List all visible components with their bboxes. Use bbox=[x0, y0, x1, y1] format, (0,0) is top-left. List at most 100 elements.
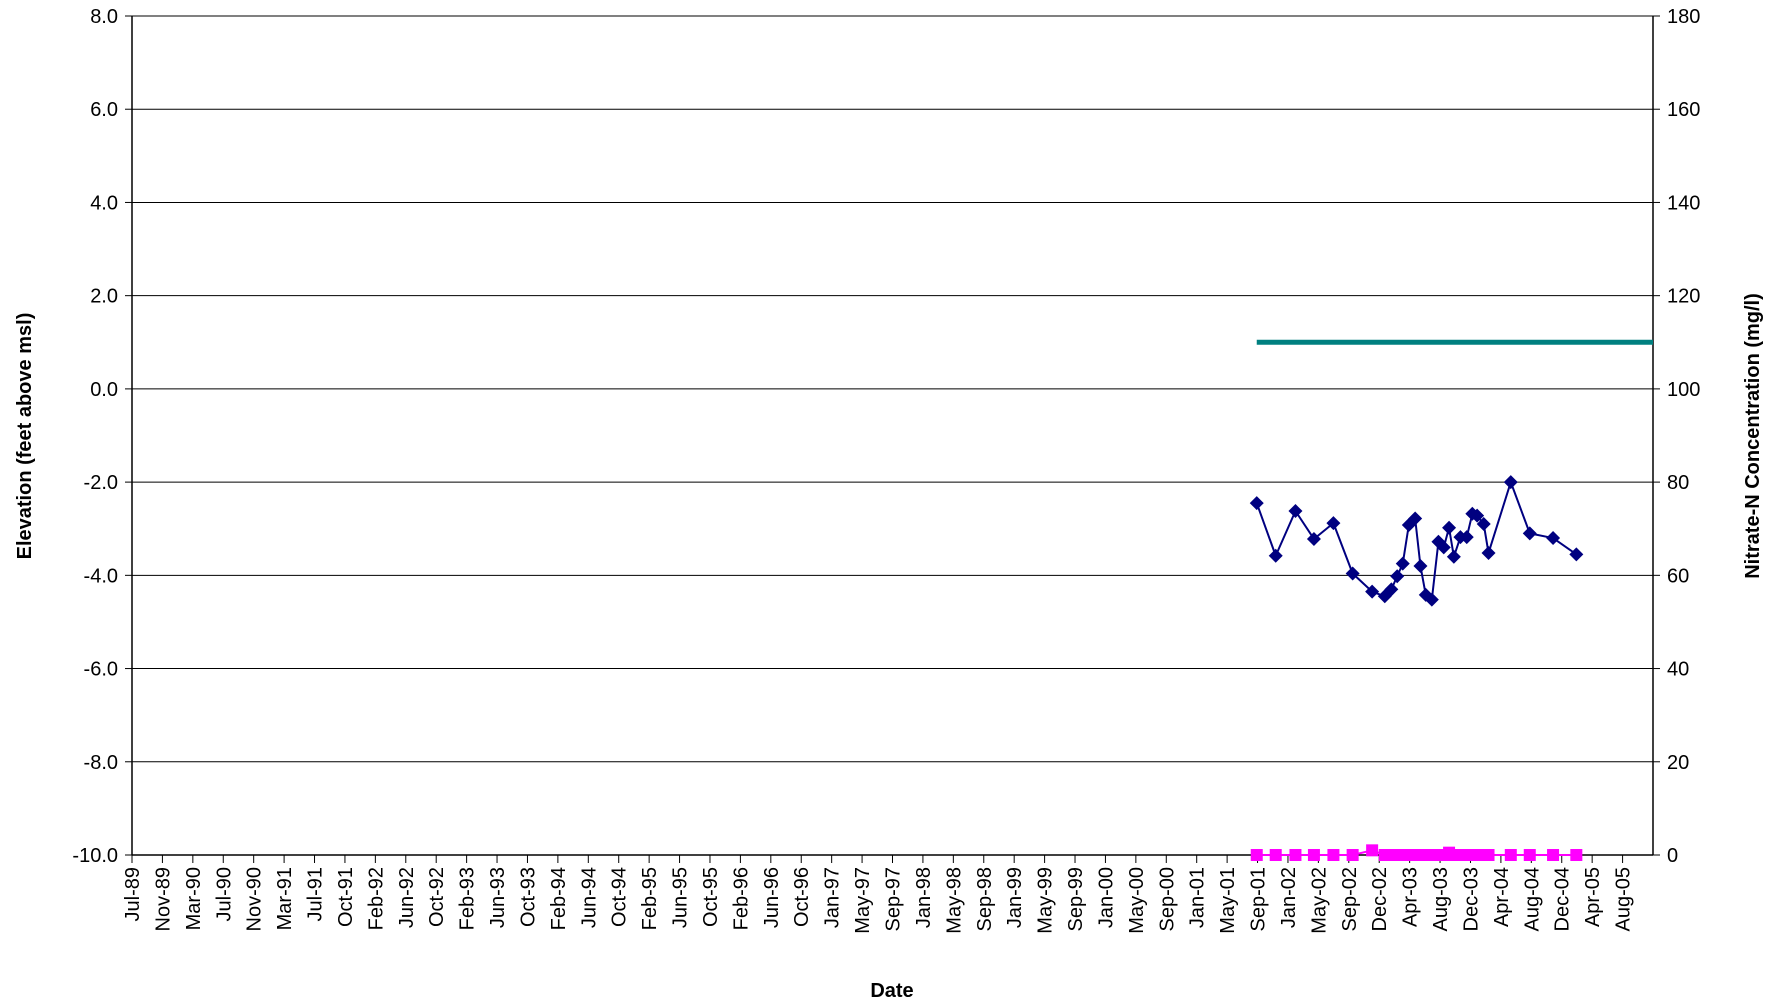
data-point-square bbox=[1307, 849, 1320, 861]
y-tick-label-left: -10.0 bbox=[72, 845, 118, 867]
x-tick-label: May-01 bbox=[1217, 867, 1239, 934]
x-tick-label: Jan-97 bbox=[822, 867, 844, 928]
data-point-diamond bbox=[1442, 520, 1457, 535]
x-axis-title: Date bbox=[870, 980, 913, 1002]
data-point-diamond bbox=[1522, 526, 1537, 541]
y-tick-label-right: 80 bbox=[1667, 472, 1689, 494]
data-point-square bbox=[1346, 849, 1359, 861]
data-point-diamond bbox=[1503, 475, 1518, 490]
x-tick-label: May-02 bbox=[1308, 867, 1330, 934]
data-point-square bbox=[1504, 849, 1517, 861]
x-tick-label: Nov-89 bbox=[152, 867, 174, 931]
x-tick-label: Feb-96 bbox=[730, 867, 752, 930]
data-point-diamond bbox=[1481, 545, 1496, 560]
data-point-diamond bbox=[1395, 556, 1410, 571]
x-tick-label: Mar-90 bbox=[183, 867, 205, 930]
data-point-diamond bbox=[1268, 548, 1283, 563]
x-tick-label: Mar-91 bbox=[274, 867, 296, 930]
x-tick-label: Dec-02 bbox=[1369, 867, 1391, 931]
x-tick-label: Aug-05 bbox=[1613, 867, 1635, 932]
x-tick-label: Jun-93 bbox=[487, 867, 509, 928]
y-axis-left-title: Elevation (feet above msl) bbox=[14, 313, 36, 560]
x-tick-label: Oct-91 bbox=[335, 867, 357, 927]
y-tick-label-right: 40 bbox=[1667, 659, 1689, 681]
x-tick-label: Jan-00 bbox=[1095, 867, 1117, 928]
data-point-square bbox=[1547, 849, 1560, 861]
plot-area bbox=[132, 16, 1653, 855]
data-point-diamond bbox=[1446, 549, 1461, 564]
data-point-diamond bbox=[1408, 511, 1423, 526]
x-tick-label: Jan-02 bbox=[1278, 867, 1300, 928]
data-point-square bbox=[1523, 849, 1536, 861]
x-tick-label: Jul-91 bbox=[305, 867, 327, 921]
x-tick-label: Sep-99 bbox=[1065, 867, 1087, 932]
x-tick-label: Sep-98 bbox=[974, 867, 996, 932]
x-tick-label: Apr-05 bbox=[1582, 867, 1604, 927]
y-axis-right-title: Nitrate-N Concentration (mg/l) bbox=[1742, 293, 1764, 579]
x-tick-label: Jan-98 bbox=[913, 867, 935, 928]
x-tick-label: May-00 bbox=[1126, 867, 1148, 934]
x-tick-label: Feb-94 bbox=[548, 867, 570, 930]
x-tick-label: Jan-99 bbox=[1004, 867, 1026, 928]
data-point-diamond bbox=[1436, 540, 1451, 555]
x-tick-label: May-99 bbox=[1035, 867, 1057, 934]
x-tick-label: Jul-89 bbox=[122, 867, 144, 921]
y-tick-label-left: -2.0 bbox=[84, 472, 118, 494]
data-point-diamond bbox=[1424, 592, 1439, 607]
x-tick-label: Jun-92 bbox=[396, 867, 418, 928]
data-point-diamond bbox=[1470, 508, 1485, 523]
y-axis-left-ticks: 8.0 6.0 4.0 2.0 0.0 -2.0 -4.0 -6.0 -8.0 -10.0 bbox=[72, 6, 132, 867]
y-tick-label-right: 140 bbox=[1667, 192, 1700, 214]
y-tick-label-left: -4.0 bbox=[84, 565, 118, 587]
x-tick-label: Sep-01 bbox=[1248, 867, 1270, 932]
x-tick-label: Sep-02 bbox=[1339, 867, 1361, 932]
data-point-diamond bbox=[1459, 530, 1474, 545]
y-tick-label-right: 160 bbox=[1667, 99, 1700, 121]
data-point-diamond bbox=[1249, 496, 1264, 511]
data-point-diamond bbox=[1569, 547, 1584, 562]
x-tick-label: Oct-93 bbox=[517, 867, 539, 927]
data-point-diamond bbox=[1413, 559, 1428, 574]
x-tick-label: May-98 bbox=[943, 867, 965, 934]
x-tick-label: Jun-96 bbox=[761, 867, 783, 928]
x-tick-label: Apr-04 bbox=[1491, 867, 1513, 927]
data-point-square bbox=[1327, 849, 1340, 861]
x-tick-label: Apr-03 bbox=[1400, 867, 1422, 927]
data-point-square bbox=[1289, 849, 1302, 861]
y-tick-label-left: 0.0 bbox=[90, 379, 118, 401]
y-tick-label-right: 20 bbox=[1667, 752, 1689, 774]
x-tick-label: Dec-04 bbox=[1552, 867, 1574, 931]
y-axis-right-ticks: 180 160 140 120 100 80 60 40 20 0 bbox=[1653, 6, 1700, 867]
x-tick-label: Aug-03 bbox=[1430, 867, 1452, 932]
x-tick-label: May-97 bbox=[852, 867, 874, 934]
x-tick-label: Dec-03 bbox=[1460, 867, 1482, 931]
series-group bbox=[1249, 339, 1653, 861]
x-tick-label: Aug-04 bbox=[1521, 867, 1543, 932]
data-point-diamond bbox=[1288, 504, 1303, 519]
data-point-diamond bbox=[1326, 516, 1341, 531]
y-tick-label-right: 0 bbox=[1667, 845, 1678, 867]
x-tick-label: Nov-90 bbox=[244, 867, 266, 931]
x-tick-label: Feb-93 bbox=[457, 867, 479, 930]
x-tick-label: Sep-97 bbox=[883, 867, 905, 932]
y-tick-label-left: -8.0 bbox=[84, 752, 118, 774]
x-tick-label: Oct-92 bbox=[426, 867, 448, 927]
x-tick-label: Oct-94 bbox=[609, 867, 631, 927]
x-tick-label: Jan-01 bbox=[1187, 867, 1209, 928]
data-point-diamond bbox=[1345, 566, 1360, 581]
data-point-diamond bbox=[1546, 531, 1561, 546]
data-point-square bbox=[1250, 849, 1263, 861]
x-tick-label: Feb-92 bbox=[365, 867, 387, 930]
x-tick-label: Jun-94 bbox=[578, 867, 600, 928]
data-point-diamond bbox=[1390, 569, 1405, 584]
data-point-square bbox=[1482, 849, 1495, 861]
data-point-square bbox=[1366, 844, 1379, 857]
data-point-diamond bbox=[1365, 584, 1380, 599]
y-tick-label-left: 2.0 bbox=[90, 286, 118, 308]
y-tick-label-left: 6.0 bbox=[90, 99, 118, 121]
data-point-diamond bbox=[1384, 582, 1399, 597]
y-tick-label-left: 8.0 bbox=[90, 6, 118, 28]
x-tick-label: Oct-95 bbox=[700, 867, 722, 927]
y-tick-label-right: 100 bbox=[1667, 379, 1700, 401]
x-tick-label: Sep-00 bbox=[1156, 867, 1178, 932]
